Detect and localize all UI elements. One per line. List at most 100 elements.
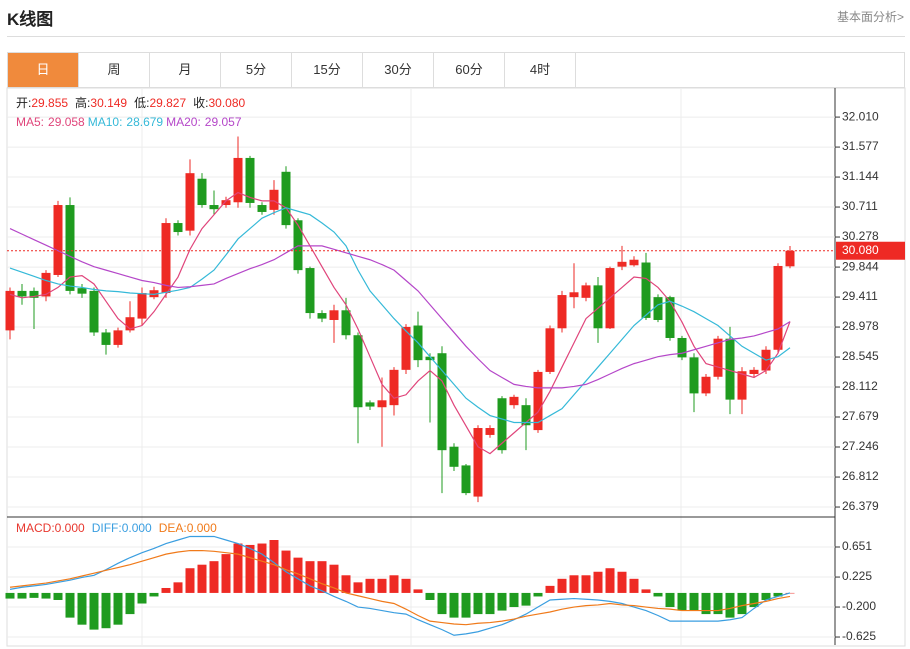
macd-bar: [197, 564, 207, 593]
candle-body: [473, 428, 483, 497]
period-tab[interactable]: 15分: [292, 53, 363, 87]
macd-bar: [41, 592, 51, 599]
macd-bar: [293, 557, 303, 593]
legend-text: MA5: 29.058: [16, 115, 85, 129]
legend-name: DIFF:: [92, 521, 122, 535]
macd-bar: [173, 582, 183, 593]
y-tick-label: 0.225: [842, 569, 872, 583]
candle-body: [557, 295, 567, 329]
legend-name: MA5:: [16, 115, 44, 129]
candle-body: [401, 326, 411, 370]
dea-line: [9, 549, 791, 626]
candle-body: [209, 205, 219, 210]
macd-bar: [389, 575, 399, 593]
candle-body: [329, 310, 339, 320]
candle-body: [389, 369, 399, 406]
fundamentals-link[interactable]: 基本面分析>: [836, 10, 904, 24]
legend-value: 0.000: [122, 521, 152, 535]
y-tick-label: 26.379: [842, 499, 879, 513]
period-tab[interactable]: 日: [8, 53, 79, 87]
macd-bar: [437, 592, 447, 615]
legend-value: 28.679: [126, 115, 163, 129]
candle-body: [497, 398, 507, 451]
y-tick-label: 28.112: [842, 379, 878, 393]
y-tick-label: -0.625: [842, 629, 876, 643]
macd-bar: [137, 592, 147, 604]
macd-bar: [209, 561, 219, 593]
macd-bar: [605, 568, 615, 593]
candle-body: [305, 268, 315, 314]
macd-bar: [497, 592, 507, 611]
candle-body: [17, 290, 27, 297]
period-tab[interactable]: 周: [79, 53, 150, 87]
macd-bar: [725, 592, 735, 618]
candle-body: [53, 205, 63, 275]
macd-bar: [341, 575, 351, 593]
period-tab[interactable]: 30分: [363, 53, 434, 87]
candle-body: [713, 338, 723, 377]
macd-bar: [641, 589, 651, 593]
macd-bar: [113, 592, 123, 625]
legend-text: 收:30.080: [193, 96, 245, 110]
macd-bar: [245, 544, 255, 593]
y-tick-label: 30.278: [842, 229, 879, 243]
macd-bar: [29, 592, 39, 598]
macd-bar: [221, 554, 231, 593]
macd-bar: [653, 592, 663, 597]
candle-body: [569, 292, 579, 298]
candle-body: [293, 220, 303, 271]
legend-value: 29.827: [149, 96, 186, 110]
period-tab[interactable]: 4时: [505, 53, 576, 87]
macd-bar: [101, 592, 111, 629]
macd-bar: [749, 592, 759, 608]
y-tick-label: 27.679: [842, 409, 879, 423]
candle-body: [197, 178, 207, 206]
candle-body: [245, 157, 255, 203]
macd-bar: [269, 540, 279, 593]
legend-text: MACD:0.000: [16, 521, 85, 535]
chart-frame: [6, 87, 906, 647]
period-tab[interactable]: 60分: [434, 53, 505, 87]
period-tab[interactable]: 5分: [221, 53, 292, 87]
legend-text: DIFF:0.000: [92, 521, 152, 535]
macd-bar: [53, 592, 63, 600]
candle-body: [365, 402, 375, 407]
candle-body: [641, 262, 651, 318]
macd-bar: [665, 592, 675, 608]
candle-body: [773, 265, 783, 350]
macd-bar: [233, 543, 243, 593]
macd-bar: [413, 589, 423, 593]
candle-body: [89, 290, 99, 333]
period-tab[interactable]: 月: [150, 53, 221, 87]
legend-name: MA20:: [166, 115, 201, 129]
macd-bar: [773, 592, 783, 597]
y-tick-label: 27.246: [842, 439, 879, 453]
legend-label: 开:: [16, 96, 31, 110]
ma-line: [9, 228, 791, 389]
macd-bar: [557, 578, 567, 593]
candle-body: [449, 446, 459, 467]
candle-body: [653, 297, 663, 320]
macd-bar: [365, 578, 375, 593]
candle-body: [221, 200, 231, 206]
legend-text: 开:29.855: [16, 96, 68, 110]
candle-body: [137, 292, 147, 319]
macd-bar: [701, 592, 711, 615]
macd-bar: [485, 592, 495, 615]
candle-body: [725, 338, 735, 400]
candle-body: [437, 353, 447, 451]
y-tick-label: 31.144: [842, 169, 879, 183]
macd-bar: [569, 575, 579, 593]
y-tick-label: 31.577: [842, 139, 879, 153]
candle-body: [593, 285, 603, 329]
candle-body: [257, 205, 267, 212]
candle-body: [461, 465, 471, 494]
candle-body: [101, 332, 111, 345]
candle-body: [341, 310, 351, 336]
candle-body: [41, 272, 51, 297]
candle-body: [545, 328, 555, 372]
macd-bar: [5, 592, 15, 599]
y-tick-label: 0.651: [842, 539, 872, 553]
candle-body: [77, 288, 87, 294]
